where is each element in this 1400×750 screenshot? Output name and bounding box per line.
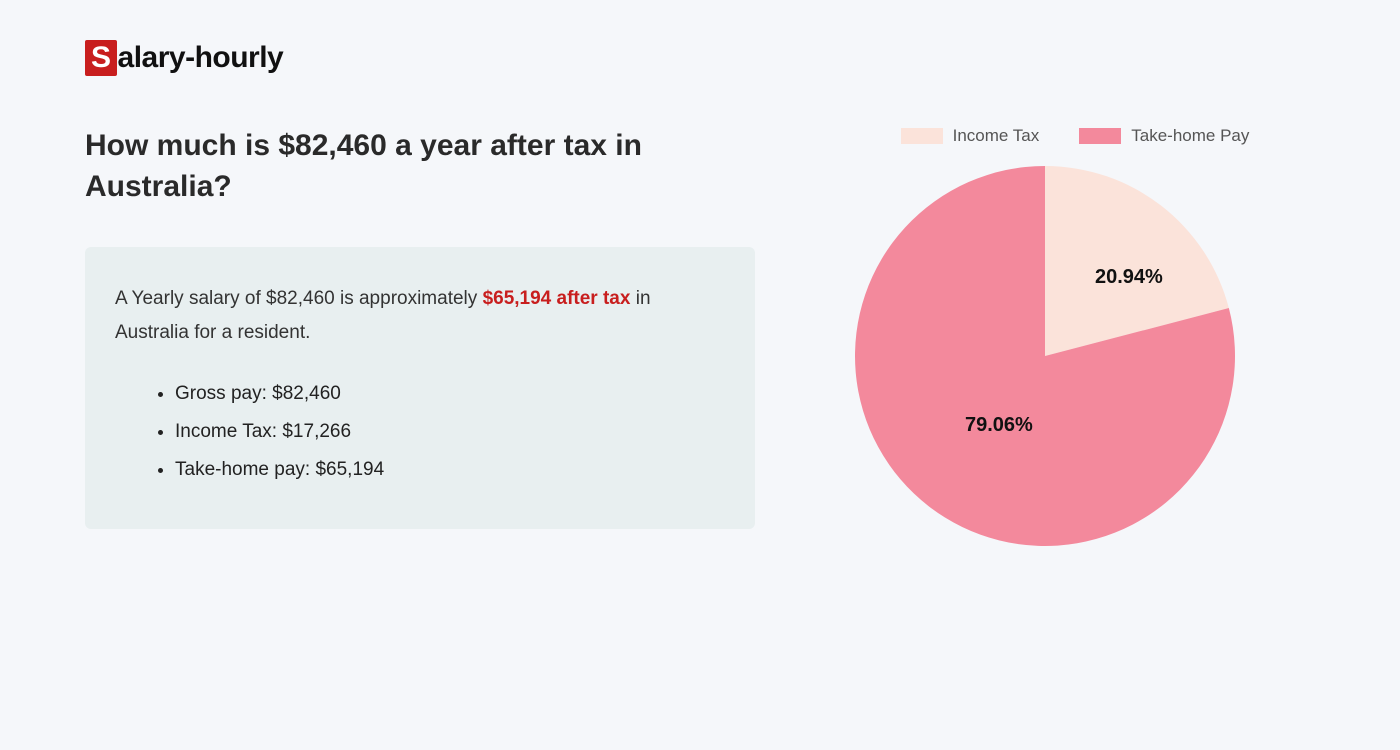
logo-s-block: S	[85, 40, 117, 76]
legend-item-income-tax: Income Tax	[901, 126, 1040, 146]
summary-list: Gross pay: $82,460 Income Tax: $17,266 T…	[115, 375, 725, 489]
logo-rest: alary-hourly	[118, 41, 284, 75]
legend-swatch	[1079, 128, 1121, 144]
list-item: Gross pay: $82,460	[175, 375, 725, 413]
legend-label: Take-home Pay	[1131, 126, 1249, 146]
summary-highlight: $65,194 after tax	[483, 288, 631, 309]
site-logo: Salary-hourly	[85, 40, 1315, 76]
summary-box: A Yearly salary of $82,460 is approximat…	[85, 247, 755, 529]
pie-label-take-home: 79.06%	[965, 414, 1033, 437]
legend-swatch	[901, 128, 943, 144]
legend-item-take-home: Take-home Pay	[1079, 126, 1249, 146]
summary-text-before: A Yearly salary of $82,460 is approximat…	[115, 288, 483, 309]
pie-chart: 20.94% 79.06%	[855, 166, 1235, 546]
pie-label-income-tax: 20.94%	[1095, 266, 1163, 289]
list-item: Income Tax: $17,266	[175, 413, 725, 451]
chart-legend: Income Tax Take-home Pay	[835, 126, 1315, 146]
legend-label: Income Tax	[953, 126, 1040, 146]
page-heading: How much is $82,460 a year after tax in …	[85, 126, 755, 207]
summary-text: A Yearly salary of $82,460 is approximat…	[115, 282, 725, 350]
pie-svg	[855, 166, 1235, 546]
list-item: Take-home pay: $65,194	[175, 451, 725, 489]
